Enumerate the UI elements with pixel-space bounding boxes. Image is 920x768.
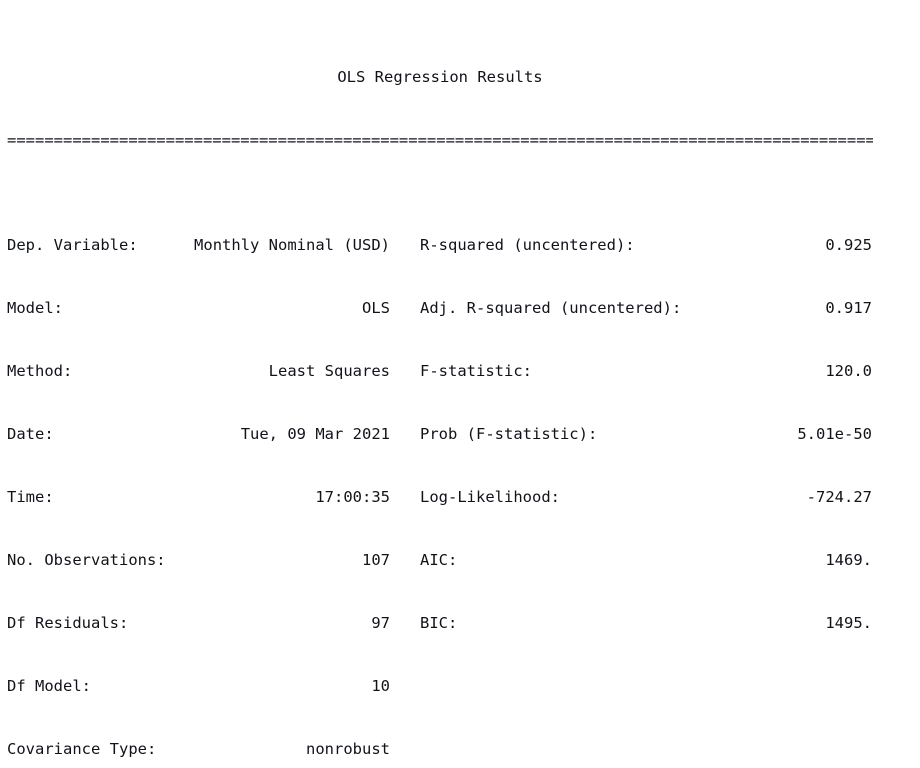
stat-label: Df Model: bbox=[7, 677, 91, 695]
stat-value: 10 bbox=[371, 677, 390, 695]
top-separator: ========================================… bbox=[7, 131, 873, 149]
stat-label: Date: bbox=[7, 425, 54, 443]
stat-value: 5.01e-50 bbox=[797, 425, 872, 443]
stat-label: Adj. R-squared (uncentered): bbox=[420, 299, 682, 317]
top-table-row: Covariance Type: nonrobust bbox=[7, 739, 920, 760]
top-table-row: No. Observations: 107 AIC: 1469. bbox=[7, 550, 920, 571]
top-table-row: Method: Least Squares F-statistic: 120.0 bbox=[7, 361, 920, 382]
stat-label: Time: bbox=[7, 488, 54, 506]
stat-value: -724.27 bbox=[806, 488, 872, 506]
stat-label: Prob (F-statistic): bbox=[420, 425, 598, 443]
stat-value: Tue, 09 Mar 2021 bbox=[240, 425, 390, 443]
stat-value: 0.925 bbox=[825, 236, 872, 254]
stat-label: R-squared (uncentered): bbox=[420, 236, 635, 254]
top-table-row: Df Model: 10 bbox=[7, 676, 920, 697]
stat-label: F-statistic: bbox=[420, 362, 532, 380]
stat-label: No. Observations: bbox=[7, 551, 166, 569]
stat-value: Least Squares bbox=[268, 362, 390, 380]
stat-value: 0.917 bbox=[825, 299, 872, 317]
page-title: OLS Regression Results bbox=[337, 68, 543, 86]
stat-label: Method: bbox=[7, 362, 73, 380]
stat-label: BIC: bbox=[420, 614, 458, 632]
top-table-row: Df Residuals: 97 BIC: 1495. bbox=[7, 613, 920, 634]
stat-value: 1495. bbox=[825, 614, 872, 632]
stat-label: Covariance Type: bbox=[7, 740, 157, 758]
stat-value: 107 bbox=[362, 551, 390, 569]
stat-label: Model: bbox=[7, 299, 63, 317]
stat-label: AIC: bbox=[420, 551, 458, 569]
stat-value: 97 bbox=[371, 614, 390, 632]
top-table-row: Date: Tue, 09 Mar 2021 Prob (F-statistic)… bbox=[7, 424, 920, 445]
stat-value: Monthly Nominal (USD) bbox=[194, 236, 390, 254]
stat-value: OLS bbox=[362, 299, 390, 317]
stat-value: 17:00:35 bbox=[315, 488, 390, 506]
top-table-row: Dep. Variable: Monthly Nominal (USD) R-sq… bbox=[7, 235, 920, 256]
stat-label: Dep. Variable: bbox=[7, 236, 138, 254]
stat-label: Df Residuals: bbox=[7, 614, 129, 632]
stat-value: nonrobust bbox=[306, 740, 390, 758]
stat-value: 1469. bbox=[825, 551, 872, 569]
top-table-row: Time: 17:00:35 Log-Likelihood: -724.27 bbox=[7, 487, 920, 508]
stat-label: Log-Likelihood: bbox=[420, 488, 560, 506]
stat-value: 120.0 bbox=[825, 362, 872, 380]
top-table-row: Model: OLS Adj. R-squared (uncentered): 0.… bbox=[7, 298, 920, 319]
